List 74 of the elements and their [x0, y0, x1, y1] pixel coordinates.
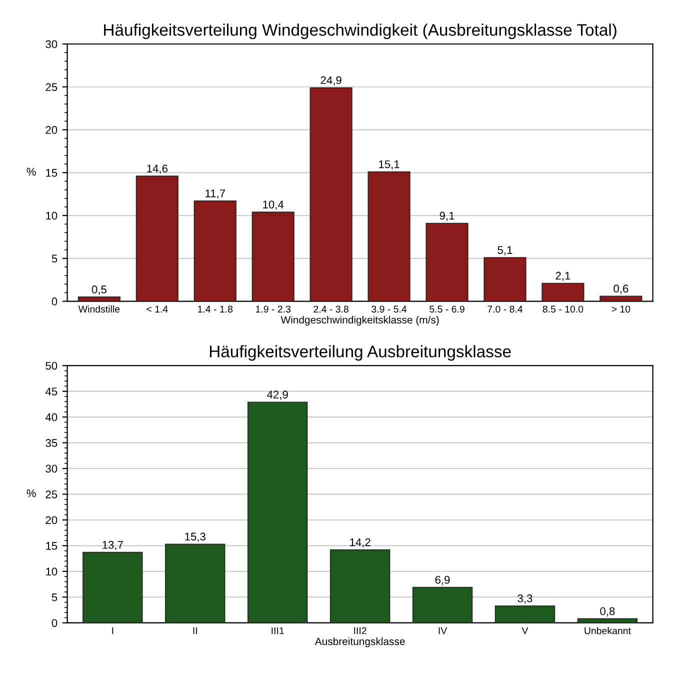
- x-axis-title: Ausbreitungsklasse: [314, 637, 405, 648]
- x-tick-label: III2: [354, 627, 366, 634]
- x-tick-label: 5.5 - 6.9: [430, 306, 464, 313]
- x-tick-label: 1.9 - 2.3: [256, 306, 291, 313]
- x-tick-label: III1: [272, 627, 284, 634]
- data-label: 15,1: [379, 160, 400, 170]
- bar: [82, 552, 143, 623]
- y-tick-label: 15: [46, 169, 58, 177]
- y-tick-label: 20: [46, 126, 58, 134]
- y-tick-label: 45: [45, 388, 58, 396]
- data-label: 0,6: [614, 284, 628, 294]
- y-tick-label: 10: [46, 212, 58, 220]
- bar: [330, 549, 390, 623]
- y-tick-label: 5: [52, 254, 58, 263]
- x-tick-label: V: [522, 627, 528, 634]
- data-label: 5,1: [498, 246, 512, 256]
- data-label: 10,4: [263, 200, 284, 210]
- y-axis-title: %: [26, 168, 36, 176]
- x-tick-label: IV: [438, 627, 448, 634]
- chart-title: Häufigkeitsverteilung Ausbreitungsklasse: [210, 345, 511, 361]
- data-label: 14,2: [350, 538, 370, 548]
- x-tick-label: 7.0 - 8.4: [488, 306, 523, 313]
- y-tick-label: 15: [46, 542, 58, 550]
- bar: [136, 176, 178, 302]
- data-label: 6,9: [435, 576, 450, 586]
- y-tick-label: 25: [46, 83, 58, 92]
- x-tick-label: I: [112, 627, 114, 634]
- x-tick-label: 3.9 - 5.4: [372, 306, 407, 313]
- y-tick-label: 25: [46, 490, 58, 498]
- data-label: 2,1: [556, 272, 570, 281]
- y-tick-label: 10: [46, 568, 58, 576]
- x-tick-label: Windstille: [78, 305, 120, 313]
- data-label: 11,7: [206, 190, 225, 199]
- data-label: 14,6: [147, 164, 168, 174]
- x-tick-label: 1.4 - 1.8: [198, 306, 233, 313]
- bar: [165, 544, 226, 623]
- y-tick-label: 5: [52, 593, 58, 602]
- bar: [78, 296, 120, 302]
- bar: [484, 257, 526, 302]
- x-tick-label: II: [193, 627, 197, 634]
- y-tick-label: 0: [52, 298, 58, 306]
- y-tick-label: 35: [46, 439, 58, 447]
- data-label: 0,8: [600, 607, 615, 616]
- bar: [426, 222, 468, 302]
- bar: [412, 586, 473, 623]
- bar: [252, 212, 294, 302]
- data-label: 24,9: [320, 76, 342, 86]
- x-tick-label: Unbekannt: [584, 627, 631, 634]
- x-axis-title: Windgeschwindigkeitsklasse (m/s): [280, 316, 439, 326]
- x-tick-label: 2.4 - 3.8: [314, 306, 348, 313]
- y-tick-label: 0: [52, 619, 58, 627]
- data-label: 0,5: [92, 286, 106, 295]
- data-label: 42,9: [267, 390, 288, 400]
- y-tick-label: 50: [46, 362, 58, 370]
- y-axis-title: %: [26, 489, 36, 498]
- x-tick-label: < 1.4: [146, 306, 168, 312]
- x-tick-label: > 10: [612, 306, 630, 313]
- data-label: 9,1: [440, 212, 454, 221]
- x-tick-label: 8.5 - 10.0: [542, 306, 584, 313]
- y-tick-label: 20: [46, 516, 58, 524]
- bar: [600, 296, 642, 302]
- y-tick-label: 40: [45, 413, 58, 422]
- y-tick-label: 30: [46, 40, 58, 48]
- bar: [247, 402, 308, 623]
- bar: [542, 282, 584, 302]
- bar: [368, 171, 410, 302]
- chart-title: Häufigkeitsverteilung Windgeschwindigkeit (Ausbreitungsklasse Total): [104, 24, 616, 40]
- bar: [310, 87, 352, 302]
- bar: [494, 605, 556, 623]
- y-tick-label: 30: [46, 464, 58, 473]
- bar: [194, 200, 236, 302]
- data-label: 3,3: [518, 594, 532, 604]
- data-label: 15,3: [185, 532, 206, 542]
- data-label: 13,7: [102, 540, 123, 550]
